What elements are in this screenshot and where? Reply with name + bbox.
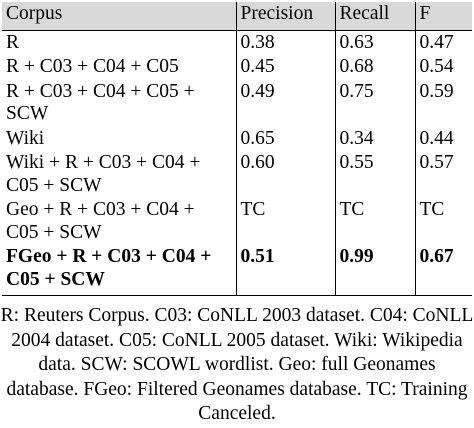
results-table: Corpus Precision Recall F R 0.38 0.63 0.… <box>2 2 472 296</box>
cell-precision: 0.60 <box>235 151 335 198</box>
table-row: R + C03 + C04 + C05 0.45 0.68 0.54 <box>2 55 472 80</box>
cell-corpus: R + C03 + C04 + C05 <box>6 56 179 77</box>
cell-f: TC <box>414 198 472 245</box>
cell-f: 0.54 <box>414 55 472 80</box>
cell-corpus: Geo + R + C03 + C04 + C05 + SCW <box>6 199 195 243</box>
cell-corpus: R + C03 + C04 + C05 + SCW <box>6 80 195 125</box>
cell-corpus: FGeo + R + C03 + C04 + C05 + SCW <box>2 245 236 296</box>
cell-recall: 0.75 <box>334 79 415 127</box>
header-precision: Precision <box>235 2 335 31</box>
table-row: Geo + R + C03 + C04 + C05 + SCW TC TC TC <box>2 198 472 245</box>
cell-precision: 0.45 <box>235 55 335 80</box>
cell-corpus: R <box>6 31 20 53</box>
cell-precision: 0.65 <box>235 126 335 151</box>
header-row: Corpus Precision Recall F <box>2 2 472 31</box>
header-f: F <box>414 2 472 31</box>
cell-recall: 0.55 <box>334 151 415 198</box>
table-caption: R: Reuters Corpus. C03: CoNLL 2003 datas… <box>0 305 474 424</box>
cell-precision: 0.38 <box>235 30 335 55</box>
table-row-best: FGeo + R + C03 + C04 + C05 + SCW 0.51 0.… <box>2 245 472 296</box>
cell-corpus: Wiki <box>6 127 45 149</box>
cell-f: 0.67 <box>414 245 472 296</box>
cell-f: 0.44 <box>414 126 472 151</box>
header-corpus: Corpus <box>2 2 236 31</box>
cell-recall: 0.63 <box>334 30 415 55</box>
cell-recall: 0.68 <box>334 55 415 80</box>
cell-recall: TC <box>334 198 415 245</box>
table-row: R + C03 + C04 + C05 + SCW 0.49 0.75 0.59 <box>2 79 472 127</box>
cell-precision: TC <box>235 198 335 245</box>
cell-f: 0.57 <box>414 151 472 198</box>
table-row: Wiki 0.65 0.34 0.44 <box>2 126 472 151</box>
cell-corpus: Wiki + R + C03 + C04 + C05 + SCW <box>6 152 201 196</box>
cell-precision: 0.51 <box>235 245 335 296</box>
table-header: Corpus Precision Recall F <box>2 2 472 31</box>
cell-precision: 0.49 <box>235 79 335 127</box>
table-body: R 0.38 0.63 0.47 R + C03 + C04 + C05 0.4… <box>2 30 472 296</box>
cell-f: 0.59 <box>414 79 472 127</box>
cell-recall: 0.34 <box>334 126 415 151</box>
table-row: Wiki + R + C03 + C04 + C05 + SCW 0.60 0.… <box>2 151 472 198</box>
cell-f: 0.47 <box>414 30 472 55</box>
header-recall: Recall <box>334 2 415 31</box>
table-row: R 0.38 0.63 0.47 <box>2 30 472 55</box>
cell-recall: 0.99 <box>334 245 415 296</box>
